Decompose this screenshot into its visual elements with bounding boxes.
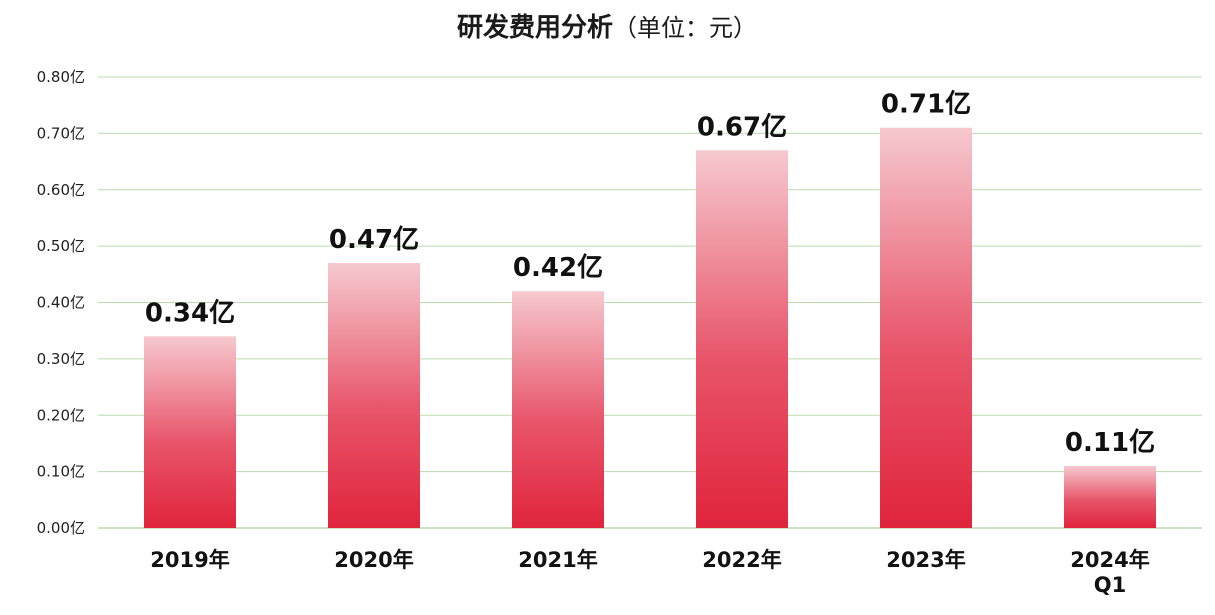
- x-tick-label: 2024年 Q1: [1070, 548, 1149, 597]
- y-tick-label: 0.30亿: [37, 350, 85, 368]
- chart-title-main: 研发费用分析: [457, 12, 613, 43]
- bar: [328, 263, 420, 528]
- bar: [144, 336, 236, 528]
- x-tick-label: 2023年: [886, 548, 965, 572]
- y-tick-label: 0.70亿: [37, 124, 85, 142]
- data-labels: 0.34亿 0.47亿 0.42亿 0.67亿 0.71亿 0.11亿: [145, 90, 1155, 458]
- x-tick-label: 2022年: [702, 548, 781, 572]
- chart-title: 研发费用分析（单位：元）: [457, 12, 757, 43]
- y-tick-label: 0.40亿: [37, 294, 85, 312]
- data-label: 0.42亿: [513, 253, 603, 283]
- bar: [512, 291, 604, 528]
- bar: [696, 150, 788, 528]
- y-tick-label: 0.60亿: [37, 181, 85, 199]
- y-tick-label: 0.00亿: [37, 519, 85, 537]
- data-label: 0.47亿: [329, 225, 419, 255]
- data-label: 0.67亿: [697, 112, 787, 142]
- x-axis-ticks: 2019年 2020年 2021年 2022年 2023年 2024年 Q1: [150, 548, 1149, 597]
- chart-title-unit: （单位：元）: [613, 14, 757, 42]
- y-tick-label: 0.50亿: [37, 237, 85, 255]
- bars: [144, 127, 1156, 529]
- bar: [880, 127, 972, 529]
- y-tick-label: 0.20亿: [37, 406, 85, 424]
- x-tick-label: 2021年: [518, 548, 597, 572]
- data-label: 0.11亿: [1065, 428, 1155, 458]
- x-tick-label: 2020年: [334, 548, 413, 572]
- y-axis-ticks: 0.00亿 0.10亿 0.20亿 0.30亿 0.40亿 0.50亿 0.60亿 0.70亿…: [37, 68, 85, 537]
- data-label: 0.71亿: [881, 90, 971, 120]
- bar: [1064, 465, 1156, 528]
- data-label: 0.34亿: [145, 298, 235, 328]
- grid-lines: [98, 76, 1202, 529]
- y-tick-label: 0.80亿: [37, 68, 85, 86]
- x-tick-label: 2019年: [150, 548, 229, 572]
- y-tick-label: 0.10亿: [37, 463, 85, 481]
